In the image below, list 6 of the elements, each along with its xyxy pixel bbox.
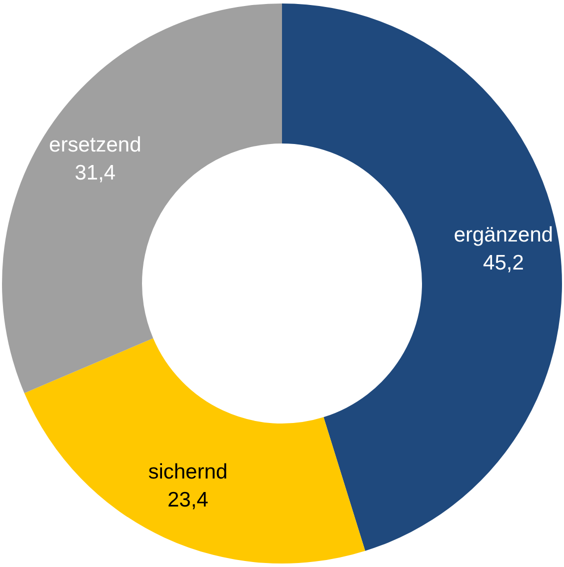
slice-label: ergänzend xyxy=(454,224,554,247)
slice-label: sichernd xyxy=(148,460,228,484)
slice-label: ersetzend xyxy=(49,134,142,157)
data-label: 45,2 xyxy=(483,252,524,275)
data-label: 31,4 xyxy=(74,162,116,185)
data-label: 23,4 xyxy=(167,488,209,512)
